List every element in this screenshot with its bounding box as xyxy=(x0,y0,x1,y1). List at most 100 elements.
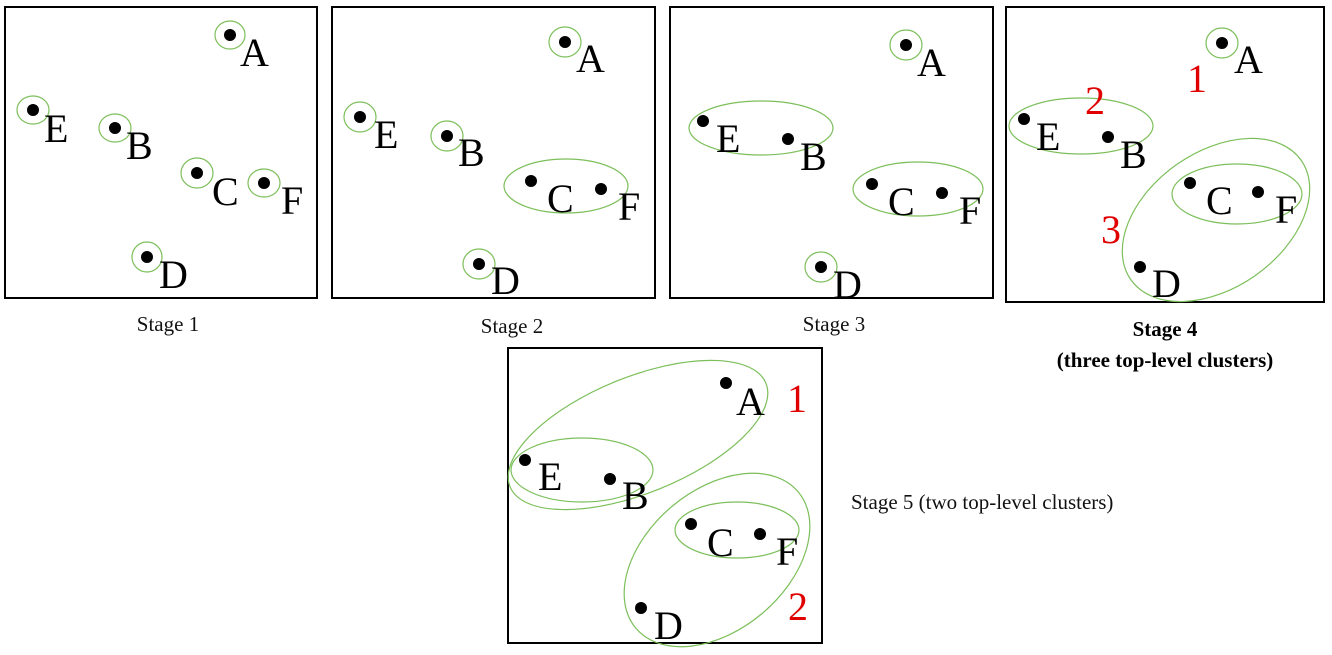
cluster-ring-a xyxy=(214,20,246,50)
point-label-a: A xyxy=(240,30,269,75)
point-b xyxy=(109,122,121,134)
point-d xyxy=(635,602,647,614)
stage-1-caption: Stage 1 xyxy=(137,312,199,336)
point-label-a: A xyxy=(576,36,605,81)
cluster-ring-b xyxy=(430,120,464,152)
stage-5-frame xyxy=(507,347,823,644)
cluster-ring-cf xyxy=(674,501,800,559)
stage-5-panel: A E B C F D 1 2 Stage 5 (two top-level c… xyxy=(507,347,1113,648)
point-label-a: A xyxy=(917,40,946,85)
point-label-e: E xyxy=(538,454,562,499)
point-label-c: C xyxy=(1206,178,1233,223)
cluster-ring-a xyxy=(548,26,582,58)
point-label-e: E xyxy=(716,116,740,161)
point-label-a: A xyxy=(1234,37,1263,82)
point-label-c: C xyxy=(888,179,915,224)
point-label-c: C xyxy=(547,176,574,221)
point-label-d: D xyxy=(491,258,520,303)
cluster-ring-d xyxy=(804,251,838,283)
point-b xyxy=(782,133,794,145)
point-f xyxy=(595,183,607,195)
point-label-b: B xyxy=(622,473,649,518)
point-b xyxy=(1102,131,1114,143)
point-b xyxy=(604,473,616,485)
point-label-b: B xyxy=(800,134,827,179)
point-a xyxy=(720,377,732,389)
stage-2-frame xyxy=(331,6,656,299)
cluster-ring-f xyxy=(247,168,281,198)
cluster-ring-e xyxy=(16,95,50,125)
point-label-f: F xyxy=(281,178,303,223)
point-a xyxy=(224,29,236,41)
stage-4-panel: A E B C F D 1 2 3 Stage 4 (three top-lev… xyxy=(1005,6,1325,372)
stage-3-frame xyxy=(669,6,994,299)
point-c xyxy=(1184,177,1196,189)
cluster-number-2: 2 xyxy=(1085,78,1105,123)
point-label-a: A xyxy=(736,379,765,424)
stage-2-panel: A E B C F D Stage 2 xyxy=(331,6,656,338)
cluster-ring-c xyxy=(180,157,214,189)
point-e xyxy=(354,111,366,123)
cluster-number-2: 2 xyxy=(788,584,808,629)
cluster-ring-eb xyxy=(688,100,834,156)
cluster-ring-cf xyxy=(503,158,629,214)
point-label-b: B xyxy=(458,130,485,175)
point-label-f: F xyxy=(618,184,640,229)
point-e xyxy=(1018,113,1030,125)
point-c xyxy=(525,175,537,187)
cluster-ring-d xyxy=(131,241,163,273)
point-b xyxy=(441,130,453,142)
stage-2-caption: Stage 2 xyxy=(481,314,543,338)
point-d xyxy=(473,258,485,270)
cluster-ring-e xyxy=(343,101,377,133)
point-label-c: C xyxy=(212,169,239,214)
cluster-ring-eb xyxy=(1008,97,1154,155)
point-label-e: E xyxy=(44,106,68,151)
point-label-c: C xyxy=(707,520,734,565)
cluster-ring-a xyxy=(889,29,923,61)
cluster-number-3: 3 xyxy=(1101,207,1121,252)
cluster-ring-cfd xyxy=(1121,137,1311,303)
point-d xyxy=(141,251,153,263)
point-f xyxy=(1252,186,1264,198)
cluster-ring-d xyxy=(462,248,496,280)
point-f xyxy=(936,187,948,199)
point-label-f: F xyxy=(776,529,798,574)
cluster-ring-cfd xyxy=(623,472,811,648)
cluster-ring-cf xyxy=(1171,163,1303,225)
point-label-d: D xyxy=(1152,261,1181,306)
point-label-b: B xyxy=(126,123,153,168)
point-c xyxy=(685,518,697,530)
point-label-f: F xyxy=(1275,187,1297,232)
cluster-ring-cf xyxy=(852,161,984,217)
point-f xyxy=(754,528,766,540)
point-c xyxy=(866,178,878,190)
point-a xyxy=(559,36,571,48)
stage-4-caption-subtitle: (three top-level clusters) xyxy=(1057,348,1274,372)
point-label-f: F xyxy=(959,188,981,233)
stage-3-caption: Stage 3 xyxy=(803,312,865,336)
point-label-e: E xyxy=(374,112,398,157)
point-c xyxy=(191,167,203,179)
point-f xyxy=(258,177,270,189)
cluster-ring-a xyxy=(1205,27,1239,59)
cluster-number-1: 1 xyxy=(1187,56,1207,101)
cluster-ring-aeb xyxy=(507,359,769,511)
stage-5-caption: Stage 5 (two top-level clusters) xyxy=(851,490,1113,514)
stage-1-panel: A E B C F D Stage 1 xyxy=(4,6,318,336)
cluster-ring-eb xyxy=(510,437,654,503)
point-a xyxy=(900,39,912,51)
cluster-number-1: 1 xyxy=(787,376,807,421)
point-e xyxy=(697,115,709,127)
point-label-b: B xyxy=(1120,132,1147,177)
point-e xyxy=(27,104,39,116)
cluster-ring-b xyxy=(98,113,132,143)
point-label-e: E xyxy=(1036,114,1060,159)
point-e xyxy=(519,454,531,466)
point-label-d: D xyxy=(833,262,862,307)
point-label-d: D xyxy=(159,252,188,297)
point-d xyxy=(815,261,827,273)
stage-4-frame xyxy=(1005,6,1325,303)
point-a xyxy=(1216,37,1228,49)
